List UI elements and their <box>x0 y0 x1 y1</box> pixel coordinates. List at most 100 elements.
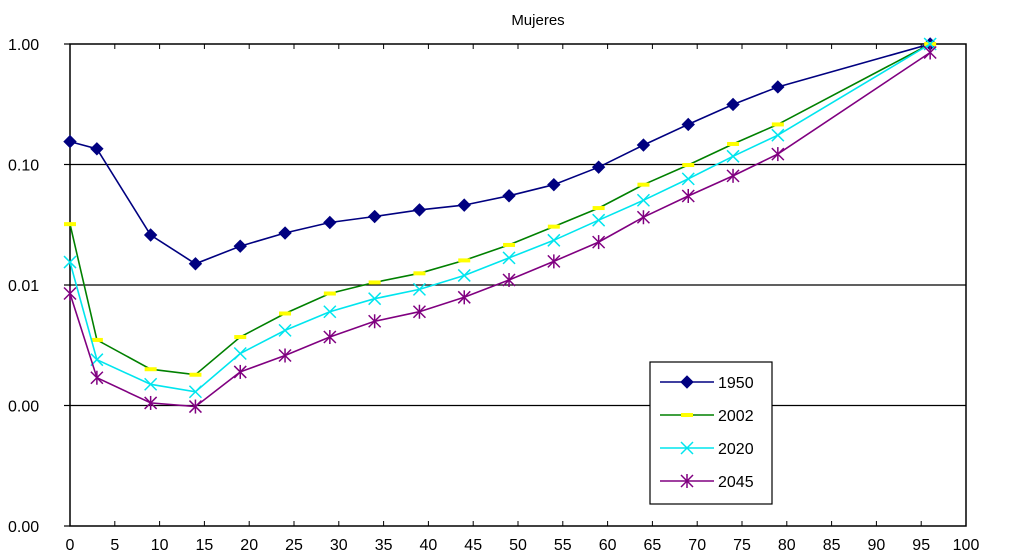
data-point <box>636 193 650 207</box>
marker-stroke <box>323 305 337 319</box>
x-tick-label: 30 <box>330 537 348 554</box>
data-point <box>771 147 785 162</box>
data-point <box>771 122 784 127</box>
x-tick-label: 100 <box>953 537 980 554</box>
x-tick-label: 0 <box>66 537 75 554</box>
data-point <box>143 228 158 242</box>
data-point <box>233 239 247 253</box>
data-point <box>923 45 937 60</box>
x-tick-label: 70 <box>688 537 706 554</box>
x-tick-label: 95 <box>912 537 930 554</box>
data-point <box>726 149 740 163</box>
data-point <box>323 330 337 345</box>
marker-stroke <box>278 323 292 337</box>
data-point <box>144 395 158 410</box>
x-axis: 0 5 10 15 20 25 30 35 40 45 50 55 60 65 70 75 80 85 90 95 10… <box>66 44 980 554</box>
x-tick-label: 90 <box>868 537 886 554</box>
data-point <box>502 273 516 288</box>
marker-stroke <box>771 128 785 142</box>
marker-stroke <box>144 377 158 391</box>
y-tick-label: 1.00 <box>8 37 39 54</box>
data-point <box>412 203 427 217</box>
data-point <box>636 138 651 152</box>
marker-stroke <box>681 172 695 186</box>
x-tick-label: 15 <box>196 537 214 554</box>
y-tick-label: 0.01 <box>8 278 39 295</box>
legend-marker <box>680 375 694 389</box>
marker-stroke <box>457 268 471 282</box>
series-2045 <box>63 45 937 414</box>
data-point <box>636 210 650 225</box>
data-point <box>64 222 76 227</box>
data-point <box>279 311 292 316</box>
data-point <box>90 370 104 385</box>
data-point <box>547 224 560 229</box>
data-point <box>502 251 516 265</box>
x-tick-label: 10 <box>151 537 169 554</box>
data-point <box>457 198 471 212</box>
legend-item: 2002 <box>660 408 754 425</box>
marker-stroke <box>680 441 694 455</box>
legend-marker <box>680 474 694 488</box>
x-tick-label: 25 <box>285 537 303 554</box>
x-tick-label: 65 <box>644 537 662 554</box>
data-point <box>233 364 247 379</box>
data-point <box>547 254 561 269</box>
legend: 1950 2002 2020 2045 <box>649 361 773 505</box>
marker-stroke <box>188 385 202 399</box>
data-point <box>637 182 650 187</box>
legend-label: 2020 <box>718 441 754 458</box>
x-tick-label: 40 <box>420 537 438 554</box>
data-point <box>681 188 695 203</box>
data-point <box>592 206 605 211</box>
legend-label: 2002 <box>718 408 754 425</box>
data-point <box>771 128 785 142</box>
data-point <box>323 305 337 319</box>
x-tick-label: 20 <box>240 537 258 554</box>
series-line <box>69 43 931 376</box>
data-point <box>726 168 740 183</box>
series-2020 <box>63 37 937 399</box>
data-point <box>188 257 203 271</box>
data-point <box>144 377 158 391</box>
y-tick-label: 0.10 <box>8 158 39 175</box>
x-tick-label: 5 <box>110 537 119 554</box>
data-point <box>234 335 247 340</box>
series-1950 <box>63 37 937 271</box>
data-point <box>323 215 337 230</box>
y-axis: 1.00 0.10 0.01 0.00 0.00 <box>8 37 70 536</box>
marker-stroke <box>636 193 650 207</box>
data-point <box>90 337 103 342</box>
data-point <box>592 213 606 227</box>
data-point <box>412 304 426 319</box>
data-point <box>368 280 381 285</box>
data-point <box>503 242 516 247</box>
data-point <box>63 134 77 149</box>
data-point <box>188 399 202 414</box>
data-point <box>682 163 695 168</box>
marker-stroke <box>502 251 516 265</box>
data-point <box>144 367 157 372</box>
x-tick-label: 45 <box>464 537 482 554</box>
grid-lines <box>70 163 966 407</box>
data-point <box>591 160 606 174</box>
x-tick-label: 85 <box>823 537 841 554</box>
x-tick-label: 80 <box>778 537 796 554</box>
data-point <box>502 189 516 203</box>
data-point <box>278 323 292 337</box>
marker-stroke <box>412 282 426 296</box>
data-point <box>726 97 740 112</box>
series-line <box>69 43 931 265</box>
legend-label: 1950 <box>718 375 754 392</box>
y-tick-label: 0.00 <box>8 399 39 416</box>
legend-item: 2020 <box>660 441 754 458</box>
marker-stroke <box>63 255 77 269</box>
data-point <box>368 292 382 306</box>
data-point <box>727 141 740 146</box>
series-layer <box>63 37 937 414</box>
legend-box <box>649 361 773 505</box>
legend-marker <box>680 441 694 455</box>
data-point <box>63 286 77 301</box>
